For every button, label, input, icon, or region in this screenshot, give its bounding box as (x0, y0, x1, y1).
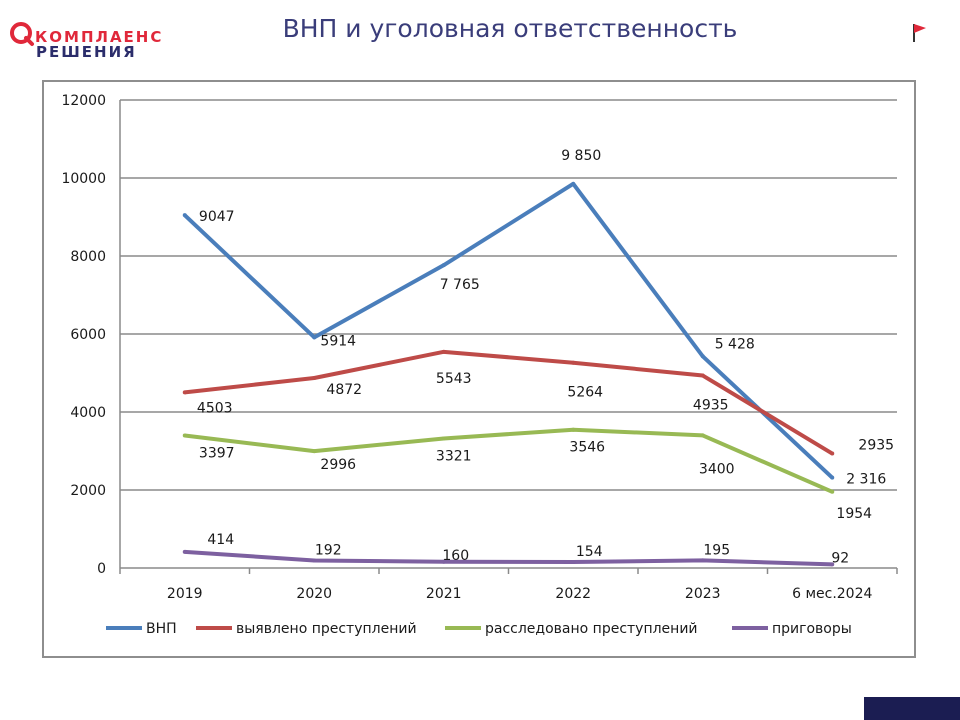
data-point (312, 558, 317, 563)
data-point (571, 427, 576, 432)
data-label: 4503 (197, 400, 233, 416)
data-label: 2935 (858, 438, 894, 454)
data-point (700, 354, 705, 359)
series-lines (182, 181, 835, 567)
company-logo: КОМПЛАЕНС РЕШЕНИЯ (8, 14, 178, 60)
data-point (312, 449, 317, 454)
y-tick-label: 2000 (70, 483, 106, 499)
data-point (182, 390, 187, 395)
x-tick-label: 2021 (426, 586, 462, 602)
red-flag-icon (913, 24, 926, 42)
data-label: 9 850 (561, 148, 601, 164)
data-point (441, 263, 446, 268)
data-label: 5543 (436, 371, 472, 387)
data-point (182, 213, 187, 218)
data-label: 3397 (199, 446, 235, 462)
data-labels: 9047 5914 7 765 9 850 5 428 2 316 4503 4872 5543… (197, 148, 894, 567)
line-chart: 0 2000 4000 6000 8000 10000 12000 2019 2020 2021 2… (61, 93, 898, 637)
data-label: 154 (576, 544, 603, 560)
legend-label: расследовано преступлений (485, 621, 698, 637)
legend: ВНП выявлено преступлений расследовано пре… (106, 621, 852, 637)
y-tick-label: 12000 (61, 93, 106, 109)
data-point (571, 559, 576, 564)
legend-label: выявлено преступлений (236, 621, 417, 637)
chart-frame: 0 2000 4000 6000 8000 10000 12000 2019 2020 2021 2… (42, 80, 916, 658)
data-label: 195 (703, 542, 730, 558)
series-line-1 (184, 349, 834, 456)
x-tick-label: 2019 (167, 586, 203, 602)
corner-decoration (864, 697, 960, 720)
y-tick-label: 6000 (70, 327, 106, 343)
legend-label: ВНП (146, 621, 177, 637)
data-label: 92 (831, 550, 849, 566)
y-tick-label: 0 (97, 561, 106, 577)
data-point (312, 335, 317, 340)
data-point (441, 436, 446, 441)
axes: 0 2000 4000 6000 8000 10000 12000 2019 2020 2021 2… (61, 93, 898, 602)
y-tick-label: 10000 (61, 171, 106, 187)
data-label: 3321 (436, 448, 472, 464)
x-tick-label: 2022 (555, 586, 591, 602)
series-line-3 (184, 549, 833, 567)
data-label: 5 428 (715, 336, 755, 352)
data-label: 3546 (569, 440, 605, 456)
data-point (571, 360, 576, 365)
data-point (830, 489, 835, 494)
data-label: 5914 (320, 333, 356, 349)
data-label: 1954 (836, 506, 872, 522)
logo-text-bottom: РЕШЕНИЯ (36, 43, 137, 61)
data-point (312, 375, 317, 380)
data-point (830, 475, 835, 480)
data-label: 5264 (567, 385, 603, 401)
page-title: ВНП и уголовная ответственность (282, 14, 738, 43)
y-tick-label: 4000 (70, 405, 106, 421)
data-label: 160 (442, 548, 469, 564)
x-tick-label: 6 мес.2024 (792, 586, 872, 602)
data-point (441, 349, 446, 354)
data-label: 2 316 (846, 472, 886, 488)
data-label: 4872 (326, 382, 362, 398)
logo-text-top: КОМПЛАЕНС (35, 28, 164, 46)
grid-lines (120, 99, 897, 569)
data-point (182, 433, 187, 438)
x-tick-label: 2023 (685, 586, 721, 602)
series-line-0 (183, 181, 834, 480)
y-tick-label: 8000 (70, 249, 106, 265)
data-label: 2996 (320, 457, 356, 473)
data-point (700, 373, 705, 378)
x-tick-label: 2020 (296, 586, 332, 602)
data-point (182, 549, 187, 554)
data-point (441, 559, 446, 564)
data-point (700, 558, 705, 563)
data-label: 7 765 (440, 277, 480, 293)
logo-mark-icon (10, 22, 34, 46)
data-point (830, 562, 835, 567)
data-label: 9047 (199, 209, 235, 225)
data-point (700, 433, 705, 438)
legend-label: приговоры (772, 621, 852, 637)
data-label: 192 (315, 543, 342, 559)
data-label: 3400 (699, 461, 735, 477)
data-label: 4935 (693, 398, 729, 414)
data-label: 414 (207, 532, 234, 548)
data-point (571, 181, 576, 186)
series-line-2 (184, 427, 834, 494)
data-point (830, 451, 835, 456)
